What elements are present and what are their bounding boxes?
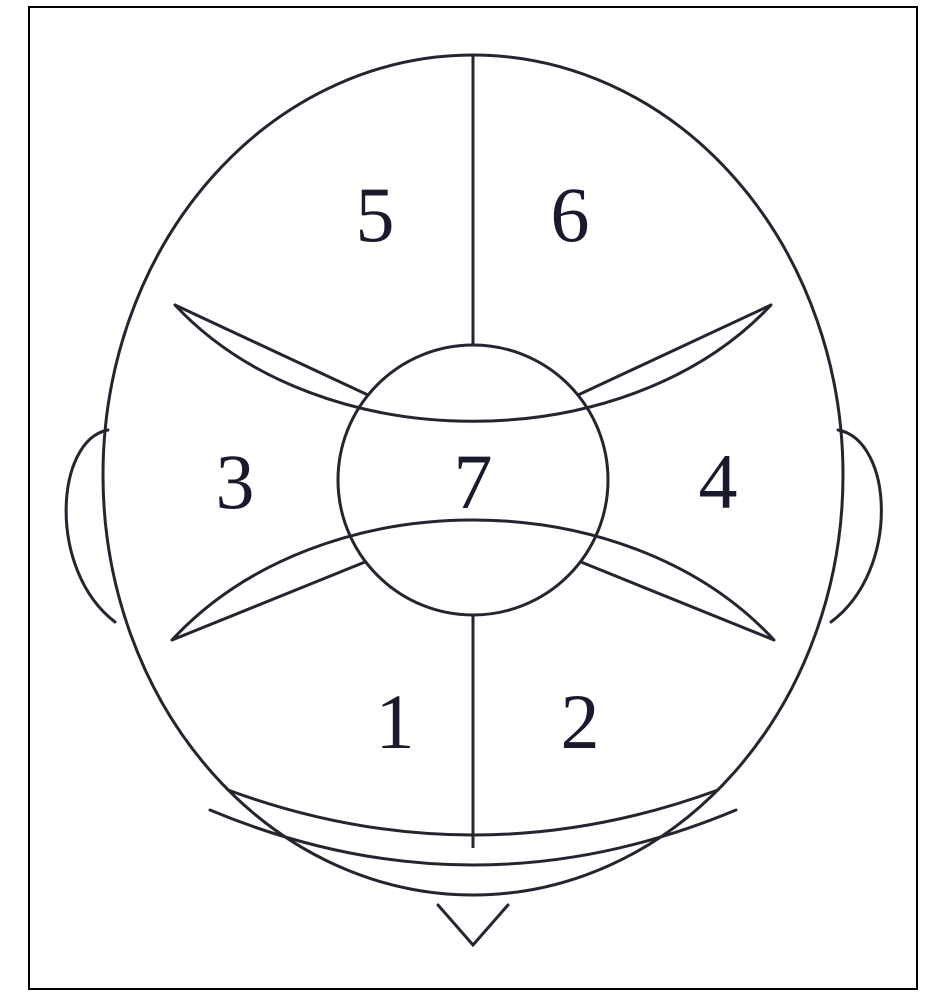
region-label-1: 1 — [376, 677, 415, 767]
nose — [438, 905, 508, 945]
diag-upper-right — [578, 305, 771, 395]
region-label-2: 2 — [561, 677, 600, 767]
region-label-6: 6 — [551, 170, 590, 260]
diag-upper-left — [175, 305, 368, 395]
diag-lower-right — [581, 562, 774, 640]
diag-lower-left — [172, 562, 365, 640]
region-label-4: 4 — [699, 437, 738, 527]
left-ear — [66, 430, 115, 622]
region-label-5: 5 — [356, 170, 395, 260]
region-label-7: 7 — [454, 437, 493, 527]
right-ear — [831, 430, 881, 622]
region-label-3: 3 — [216, 437, 255, 527]
